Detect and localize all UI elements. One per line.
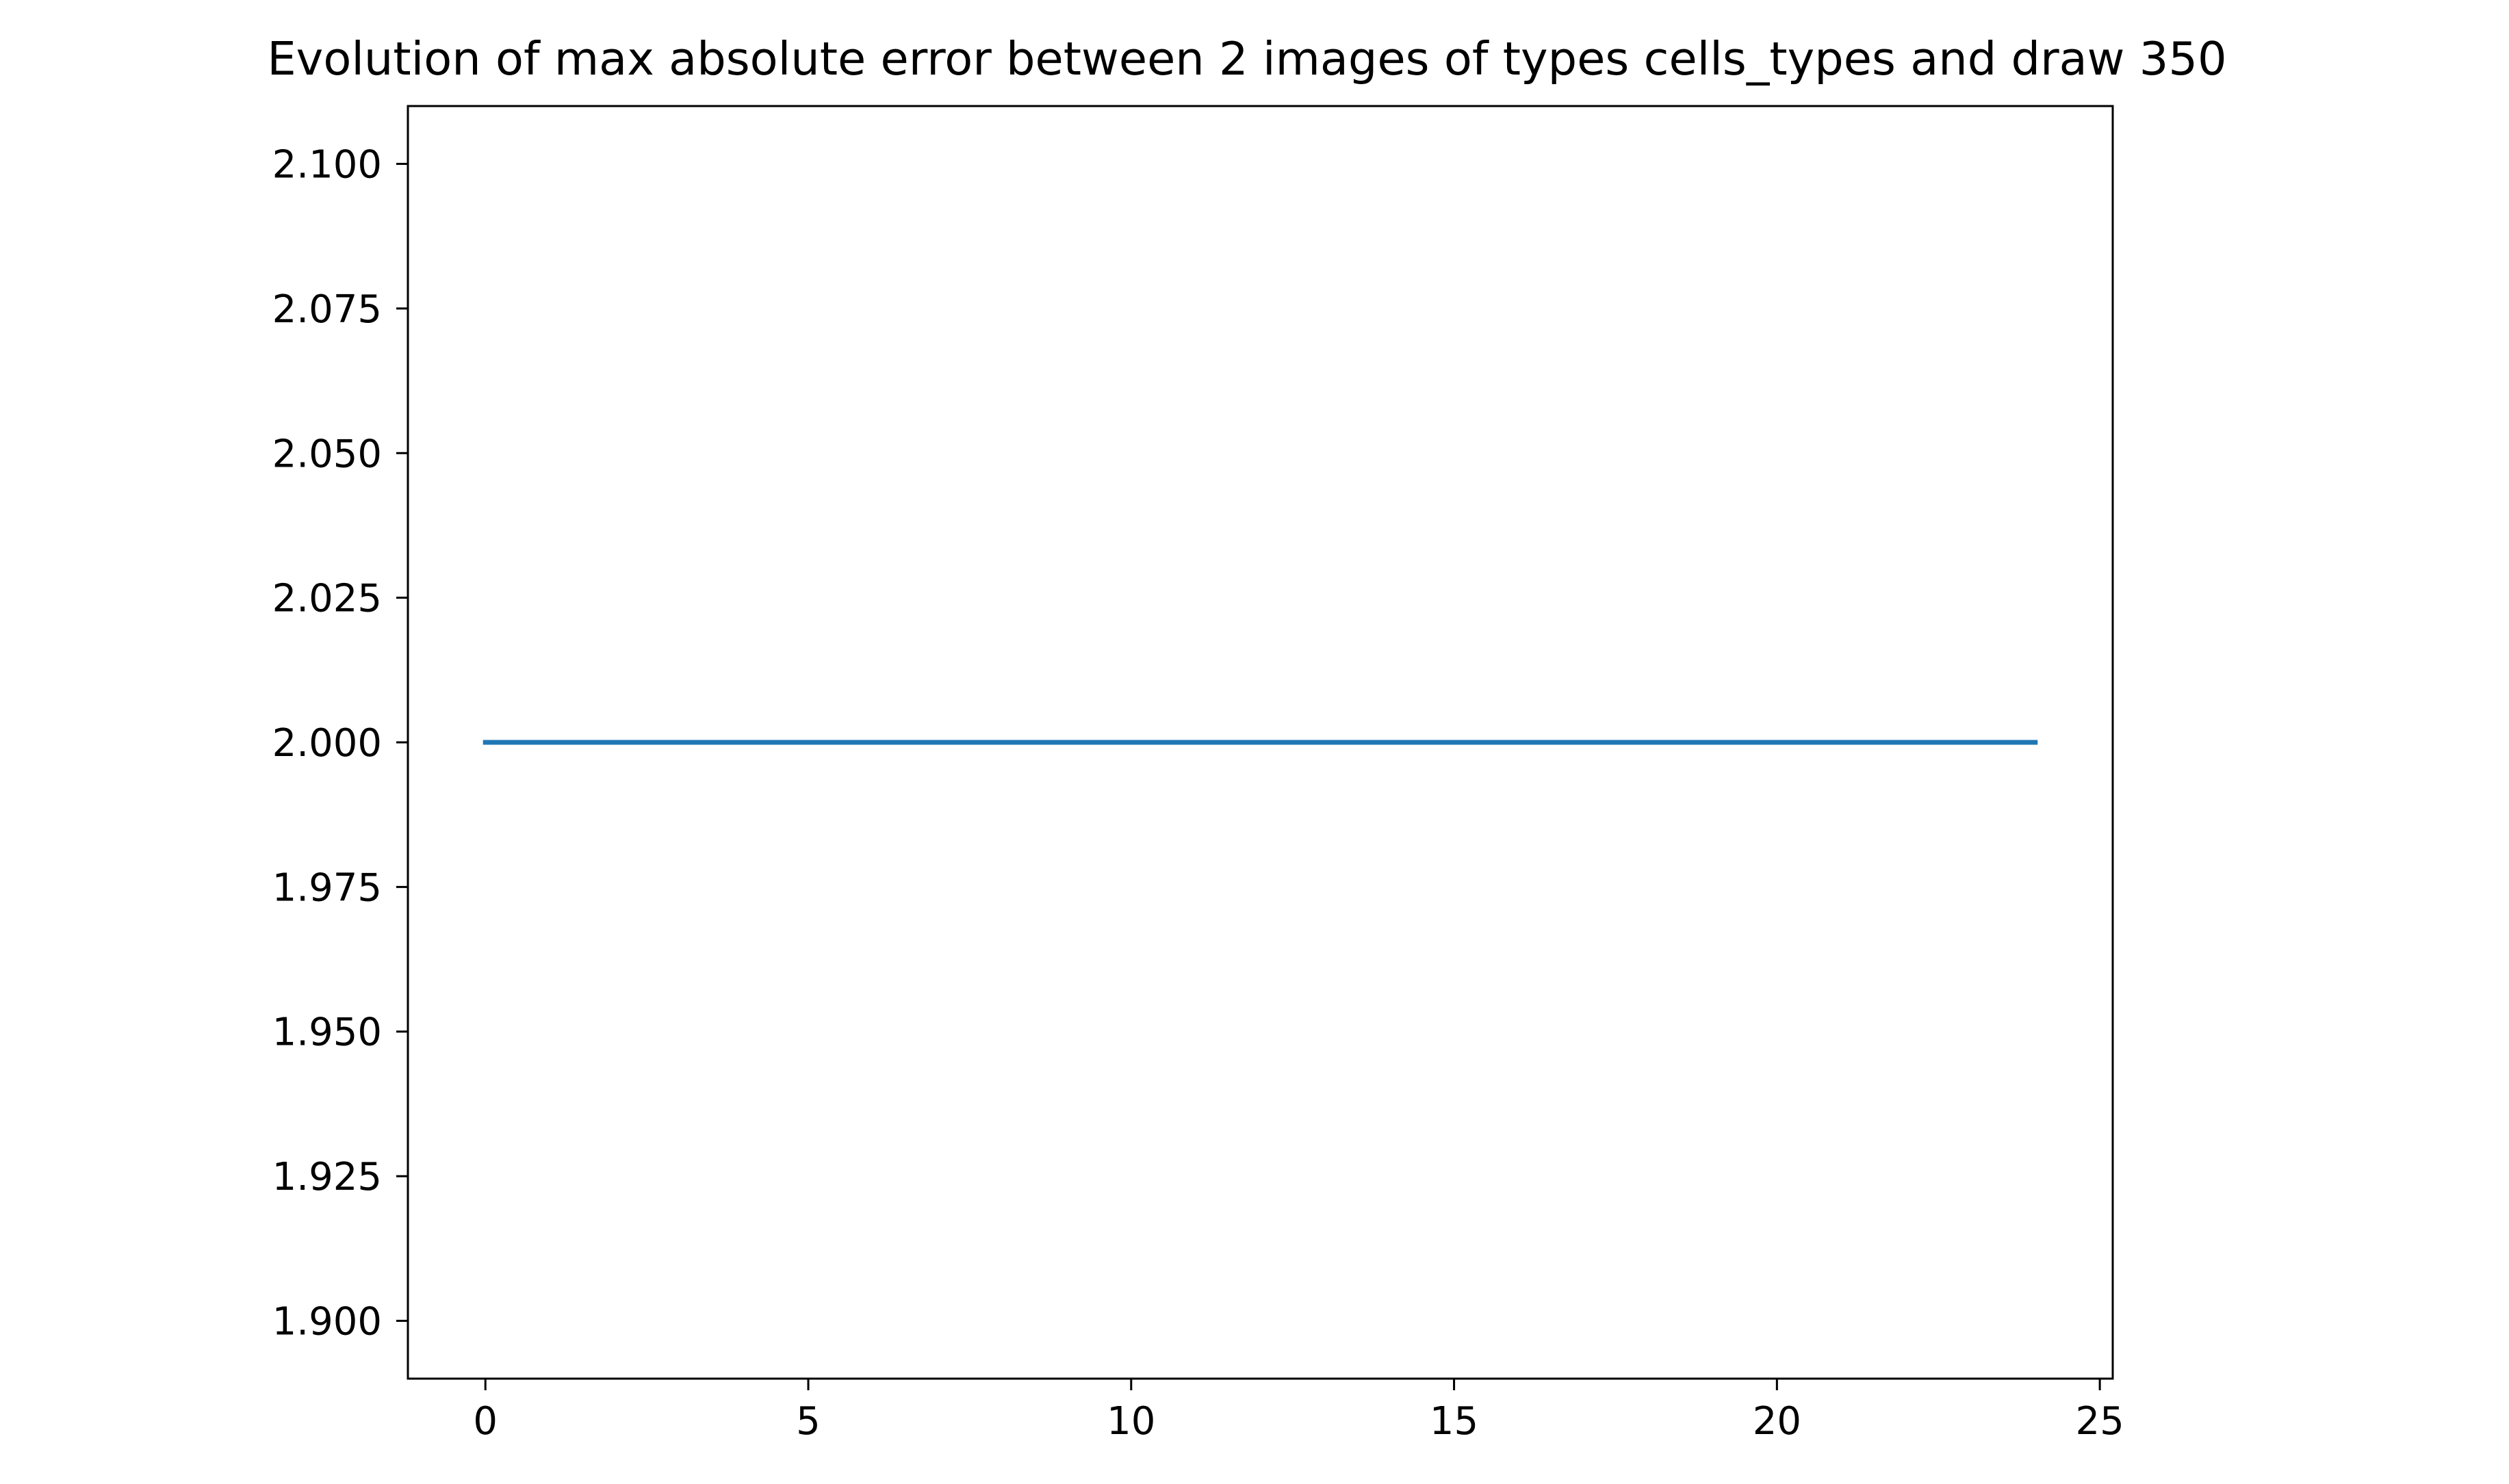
y-tick-label: 1.950 — [272, 1011, 382, 1055]
y-tick-label: 1.900 — [272, 1299, 382, 1344]
y-tick-label: 2.075 — [272, 287, 382, 332]
y-tick-label: 1.925 — [272, 1155, 382, 1199]
y-tick-label: 2.100 — [272, 143, 382, 187]
x-axis: 0 5 10 15 20 25 — [473, 1379, 2124, 1444]
chart-title: Evolution of max absolute error between … — [267, 32, 2226, 86]
y-tick-label: 2.050 — [272, 432, 382, 476]
x-tick-label: 15 — [1430, 1399, 1478, 1444]
x-tick-label: 10 — [1107, 1399, 1155, 1444]
x-tick-label: 5 — [796, 1399, 821, 1444]
x-tick-label: 0 — [473, 1399, 498, 1444]
x-tick-label: 25 — [2075, 1399, 2124, 1444]
y-tick-label: 1.975 — [272, 865, 382, 910]
y-axis: 1.900 1.925 1.950 1.975 2.000 2.025 2.050 2.075… — [272, 143, 408, 1344]
y-tick-label: 2.025 — [272, 577, 382, 621]
y-tick-label: 2.000 — [272, 721, 382, 766]
x-tick-label: 20 — [1753, 1399, 1801, 1444]
